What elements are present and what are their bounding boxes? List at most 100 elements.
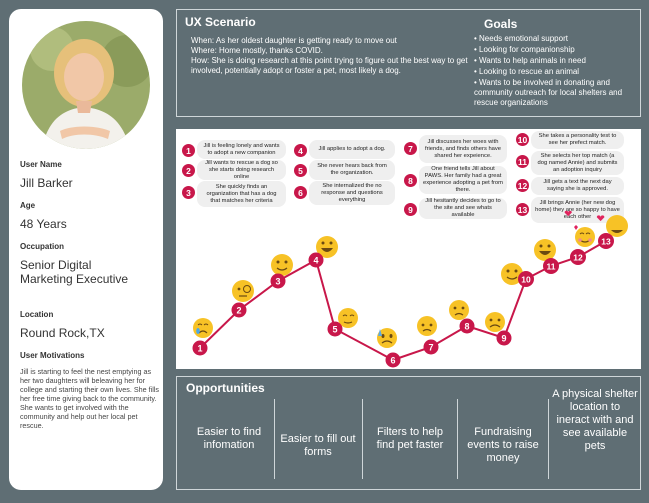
step-badge: 12: [516, 179, 529, 192]
opportunities-title: Opportunities: [186, 381, 265, 395]
slightly-smiling-face-icon: [501, 263, 523, 285]
goal-item: • Looking for companionship: [474, 45, 575, 54]
user-name-value: Jill Barker: [20, 176, 73, 190]
step-card: Jill applies to adopt a dog.: [309, 140, 395, 159]
opportunity-item: Easier to fill out forms: [280, 433, 356, 458]
curve-badge-10: 10: [518, 271, 534, 287]
step-badge: 13: [516, 203, 529, 216]
svg-text:1: 1: [197, 344, 202, 354]
opportunity-divider: [274, 399, 275, 479]
step-badge: 4: [294, 144, 307, 157]
curve-badge-6: 6: [385, 352, 401, 368]
opportunity-divider: [362, 399, 363, 479]
user-name-label: User Name: [20, 160, 62, 169]
age-value: 48 Years: [20, 217, 67, 231]
smiling-heart-eyes-icon: [574, 225, 595, 247]
face-with-monocle-icon: [232, 280, 254, 302]
slightly-frowning-face-icon: [449, 300, 469, 320]
scenario-where: Where: Home mostly, thanks COVID.: [191, 46, 323, 55]
journey-map: 1 Jill is feeling lonely and wants to ad…: [176, 129, 641, 369]
svg-text:13: 13: [601, 237, 611, 247]
svg-text:7: 7: [428, 343, 433, 353]
step-badge: 8: [404, 174, 417, 187]
svg-text:9: 9: [501, 334, 506, 344]
svg-text:12: 12: [573, 253, 583, 263]
curve-badge-9: 9: [496, 330, 512, 346]
goal-item: • Wants to be involved in donating and c…: [474, 78, 623, 107]
goal-item: • Needs emotional support: [474, 34, 568, 43]
grinning-face-icon: [534, 239, 556, 261]
step-badge: 6: [294, 186, 307, 199]
curve-badge-12: 12: [570, 249, 586, 265]
opportunity-item: Filters to help find pet faster: [376, 426, 444, 451]
scenario-how: How: She is doing research at this point…: [191, 56, 468, 75]
avatar: [22, 21, 150, 149]
occupation-value: Senior Digital Marketing Executive: [20, 258, 129, 286]
svg-text:2: 2: [236, 306, 241, 316]
step-card: Jill is feeling lonely and wants to adop…: [197, 140, 286, 159]
step-card: Jill wants to rescue a dog so she starts…: [197, 160, 286, 180]
step-card: Jill hesitantly decides to go to the sit…: [419, 198, 507, 219]
scenario-when: When: As her oldest daughter is getting …: [191, 36, 397, 45]
step-card: She internalized the no response and que…: [309, 181, 395, 205]
emotion-curve: 1 2 3 4 5 6 7 8 9 10 11 12 13: [192, 210, 628, 368]
crying-face-icon: [193, 318, 213, 338]
step-badge: 10: [516, 133, 529, 146]
persona-photo: [22, 21, 150, 149]
svg-text:11: 11: [547, 262, 556, 272]
svg-text:10: 10: [521, 275, 531, 285]
svg-text:6: 6: [390, 356, 395, 366]
step-card: Jill gets a text the next day saying she…: [531, 177, 624, 195]
grinning-face-icon: [316, 236, 338, 258]
step-badge: 2: [182, 164, 195, 177]
step-badge: 1: [182, 144, 195, 157]
svg-text:3: 3: [275, 277, 280, 287]
opportunity-item: Fundraising events to raise money: [467, 426, 539, 464]
scenario-title: UX Scenario: [185, 15, 256, 29]
svg-text:8: 8: [464, 322, 469, 332]
step-card: One friend tells Jill about PAWS. Her fa…: [419, 166, 507, 194]
step-badge: 3: [182, 186, 195, 199]
step-card: She takes a personality test to see her …: [531, 131, 624, 149]
occupation-label: Occupation: [20, 242, 65, 251]
curve-badge-4: 4: [308, 252, 324, 268]
heart-eyes-face-icon: [564, 210, 628, 237]
step-badge: 7: [404, 142, 417, 155]
opportunity-item: Easier to find infomation: [196, 426, 262, 451]
curve-badge-1: 1: [192, 340, 208, 356]
opportunity-item: A physical shelter location to ineract w…: [552, 388, 638, 452]
step-card: She never hears back from the organizati…: [309, 160, 395, 180]
location-label: Location: [20, 310, 54, 319]
step-badge: 5: [294, 164, 307, 177]
curve-badge-5: 5: [327, 321, 343, 337]
step-badge: 9: [404, 203, 417, 216]
curve-badge-8: 8: [459, 318, 475, 334]
motivations-label: User Motivations: [20, 351, 85, 360]
age-label: Age: [20, 201, 36, 210]
svg-text:4: 4: [313, 256, 318, 266]
opportunity-divider: [457, 399, 458, 479]
motivations-text: Jill is starting to feel the nest emptyi…: [20, 367, 160, 430]
curve-badge-7: 7: [423, 339, 439, 355]
curve-badge-2: 2: [231, 302, 247, 318]
curve-badge-13: 13: [598, 233, 614, 249]
opportunities-panel: Opportunities Easier to find infomation …: [176, 376, 641, 490]
step-card: Jill discusses her woes with friends, an…: [419, 135, 507, 163]
curve-badge-3: 3: [270, 273, 286, 289]
goals-title: Goals: [484, 17, 518, 31]
step-card: Jill brings Annie (her new dog home) the…: [531, 197, 624, 223]
relieved-face-icon: [338, 308, 358, 328]
step-badge: 11: [516, 155, 529, 168]
step-card: She selects her top match (a dog named A…: [531, 151, 624, 175]
goal-item: • Looking to rescue an animal: [474, 67, 580, 76]
step-card: She quickly finds an organization that h…: [197, 181, 286, 207]
curve-badge-11: 11: [543, 258, 559, 274]
frowning-face-icon: [485, 312, 505, 332]
persona-card: User Name Jill Barker Age 48 Years Occup…: [9, 9, 163, 490]
opportunity-divider: [548, 399, 549, 479]
scenario-panel: UX Scenario When: As her oldest daughter…: [176, 9, 641, 117]
goal-item: • Wants to help animals in need: [474, 56, 586, 65]
svg-text:5: 5: [332, 325, 337, 335]
anxious-sweat-face-icon: [377, 328, 397, 348]
slightly-smiling-face-icon: [271, 254, 293, 276]
